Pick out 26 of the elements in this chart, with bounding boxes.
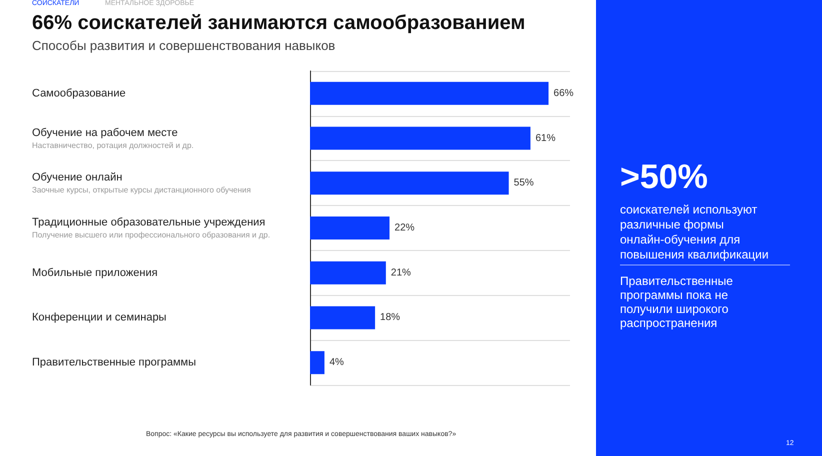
y-tick-label: Традиционные образовательные учреждения Получение высшего или профессионального образования и др.	[32, 216, 270, 240]
bar	[310, 126, 530, 150]
data-label: 21%	[390, 267, 412, 278]
text: Правительственные программы пока не получили широкого распространения	[620, 274, 734, 330]
text: >50%	[620, 158, 708, 196]
bar	[310, 82, 549, 105]
bar	[310, 261, 386, 284]
bar	[310, 306, 376, 330]
text: соискателей используют различные формы онлайн-обучения для повышения квалификации	[620, 202, 769, 262]
y-tick-label: Самообразование	[32, 87, 126, 100]
bar	[310, 216, 390, 240]
data-label: 66%	[554, 88, 574, 99]
bar	[310, 172, 509, 195]
data-label: 22%	[394, 222, 415, 234]
y-tick-label: Обучение онлайн Заочные курсы, открытые курсы дистанционного обучения	[32, 172, 251, 195]
text: Способы развития и совершенствования навыков	[32, 38, 336, 53]
data-label: 4%	[329, 357, 344, 368]
y-tick-label: Обучение на рабочем месте Наставничество, ротация должностей и др.	[32, 126, 194, 150]
chart-title: 66% соискателей занимаются самообразованием	[32, 12, 526, 34]
data-label: 18%	[380, 312, 400, 324]
y-tick-label: Конференции и семинары	[32, 312, 167, 324]
y-tick-label: Правительственные программы	[32, 356, 196, 369]
bar	[310, 351, 324, 374]
data-label: 61%	[535, 132, 556, 144]
y-tick-label: Мобильные приложения	[32, 266, 158, 279]
data-label: 55%	[514, 178, 534, 189]
